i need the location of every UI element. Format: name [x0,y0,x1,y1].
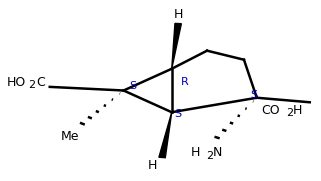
Text: H: H [173,8,183,21]
Text: S: S [250,90,257,100]
Text: S: S [175,109,182,119]
Text: N: N [213,146,222,159]
Text: S: S [130,81,137,91]
Text: H: H [293,104,302,117]
Text: R: R [181,77,188,87]
Text: CO: CO [262,104,280,117]
Text: H: H [191,146,200,159]
Polygon shape [159,112,172,158]
Text: H: H [148,159,157,172]
Text: 2: 2 [28,80,35,90]
Text: Me: Me [61,130,80,143]
Text: 2: 2 [286,108,293,118]
Polygon shape [172,23,181,69]
Text: 2: 2 [206,151,213,161]
Text: C: C [36,76,45,89]
Text: HO: HO [6,76,26,89]
